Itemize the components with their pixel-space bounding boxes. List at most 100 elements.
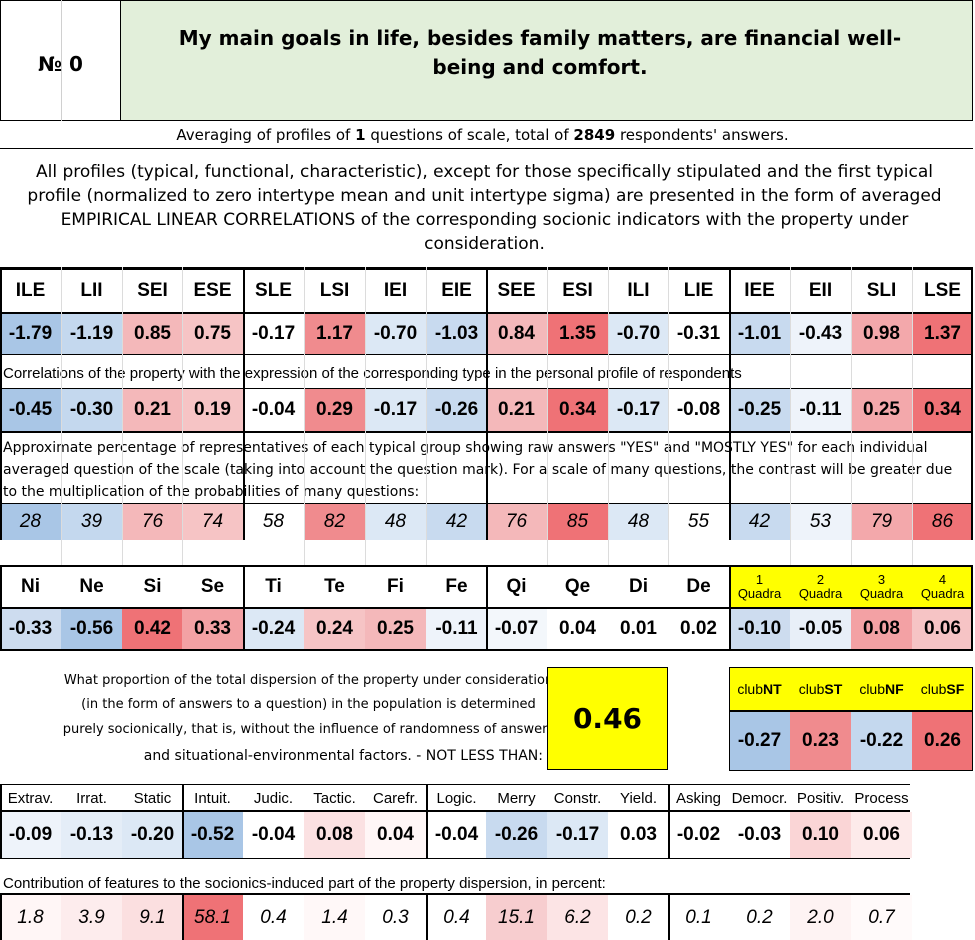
contrib-top bbox=[0, 893, 910, 895]
func-group-separator bbox=[243, 565, 245, 651]
function-header-si: Si bbox=[143, 576, 162, 597]
feature-header: Yield. bbox=[620, 789, 657, 807]
correlation-value: 0.25 bbox=[851, 389, 912, 431]
club-code: SF bbox=[946, 681, 965, 697]
averaging-prefix: Averaging of profiles of bbox=[176, 126, 356, 144]
type-value: -0.70 bbox=[365, 314, 426, 354]
averaging-line: Averaging of profiles of 1 questions of … bbox=[0, 126, 965, 144]
quadra-word: Quadra bbox=[798, 586, 843, 601]
feature-header: Extrav. bbox=[7, 789, 54, 807]
function-header-te: Te bbox=[324, 576, 345, 597]
percentage-value: 85 bbox=[547, 504, 608, 540]
feature-value: -0.04 bbox=[243, 812, 304, 858]
feat-bottom bbox=[0, 858, 910, 859]
function-header-se: Se bbox=[200, 576, 225, 597]
contribution-value: 0.7 bbox=[851, 895, 912, 940]
percentage-caption: Approximate percentage of representative… bbox=[3, 440, 953, 500]
feature-header: Positiv. bbox=[796, 789, 845, 807]
club-prefix: club bbox=[859, 681, 885, 697]
feature-value: -0.13 bbox=[61, 812, 122, 858]
type-header-ile: ILE bbox=[15, 280, 46, 301]
averaging-num-questions: 1 bbox=[355, 126, 366, 144]
quadra-value: -0.10 bbox=[729, 609, 790, 649]
type-header-eii: EII bbox=[808, 280, 833, 301]
quadra-header: 1 Quadra bbox=[729, 567, 790, 607]
correlation-value: 0.21 bbox=[122, 389, 183, 431]
description-text: All profiles (typical, functional, chara… bbox=[27, 162, 942, 254]
correlation-value: -0.04 bbox=[243, 389, 304, 431]
function-value: -0.56 bbox=[61, 609, 122, 649]
club-value: 0.23 bbox=[790, 712, 851, 770]
feature-value: -0.02 bbox=[668, 812, 729, 858]
averaging-num-respondents: 2849 bbox=[573, 126, 616, 144]
percentage-value: 79 bbox=[851, 504, 912, 540]
contribution-value: 0.4 bbox=[243, 895, 304, 940]
feature-header: Carefr. bbox=[372, 789, 418, 807]
correlation-value: 0.34 bbox=[912, 389, 973, 431]
function-value: 0.24 bbox=[304, 609, 365, 649]
percentage-value: 55 bbox=[668, 504, 729, 540]
club-header: club SF bbox=[912, 668, 973, 710]
feature-header: Intuit. bbox=[194, 789, 231, 807]
percentage-value: 28 bbox=[0, 504, 61, 540]
correlation-value: -0.25 bbox=[729, 389, 790, 431]
club-header: club NT bbox=[729, 668, 790, 710]
type-header-sei: SEI bbox=[137, 280, 168, 301]
function-header-ti: Ti bbox=[265, 576, 282, 597]
clubs-bottom bbox=[729, 770, 973, 771]
quadra-number: 4 bbox=[938, 572, 947, 587]
feature-value: -0.17 bbox=[547, 812, 608, 858]
correlation-value: -0.26 bbox=[426, 389, 487, 431]
correlation-value: 0.19 bbox=[182, 389, 243, 431]
percentage-value: 39 bbox=[61, 504, 122, 540]
feature-header: Static bbox=[133, 789, 172, 807]
feature-value: 0.03 bbox=[608, 812, 669, 858]
types-gridline bbox=[426, 267, 427, 567]
contribution-value: 3.9 bbox=[61, 895, 122, 940]
club-code: NT bbox=[763, 681, 782, 697]
func-group-separator bbox=[0, 565, 2, 651]
averaging-middle: questions of scale, total of bbox=[365, 126, 574, 144]
feature-header: Merry bbox=[497, 789, 536, 807]
type-value: 0.75 bbox=[182, 314, 243, 354]
contribution-value: 1.4 bbox=[304, 895, 365, 940]
club-header: club NF bbox=[851, 668, 912, 710]
type-value: 0.84 bbox=[486, 314, 547, 354]
contribution-value: 9.1 bbox=[122, 895, 183, 940]
function-value: 0.04 bbox=[547, 609, 608, 649]
feature-value: -0.04 bbox=[426, 812, 487, 858]
percentage-value: 53 bbox=[790, 504, 851, 540]
types-gridline bbox=[61, 267, 62, 567]
dispersion-value: 0.46 bbox=[572, 702, 643, 735]
clubs-left bbox=[729, 667, 730, 771]
function-value: -0.33 bbox=[0, 609, 61, 649]
type-value: -1.03 bbox=[426, 314, 487, 354]
function-header-di: Di bbox=[629, 576, 648, 597]
club-code: NF bbox=[885, 681, 904, 697]
averaging-divider bbox=[0, 148, 973, 149]
quadra-value: -0.05 bbox=[790, 609, 851, 649]
function-value: -0.07 bbox=[486, 609, 547, 649]
feat-separator bbox=[668, 784, 670, 859]
contribution-value: 0.1 bbox=[668, 895, 729, 940]
correlation-value: -0.30 bbox=[61, 389, 122, 431]
contrib-separator bbox=[426, 893, 428, 940]
contrib-separator bbox=[0, 893, 2, 940]
feat-separator bbox=[182, 784, 184, 859]
quadra-value: 0.06 bbox=[912, 609, 973, 649]
club-prefix: club bbox=[920, 681, 947, 697]
types-group-separator bbox=[0, 267, 2, 540]
function-header-qe: Qe bbox=[564, 576, 591, 597]
quadra-word: Quadra bbox=[920, 586, 965, 601]
feature-header: Logic. bbox=[436, 789, 477, 807]
type-header-iei: IEI bbox=[383, 280, 408, 301]
types-group-separator bbox=[486, 267, 488, 540]
type-header-see: SEE bbox=[497, 280, 536, 301]
correlation-value: 0.21 bbox=[486, 389, 547, 431]
feature-header: Process bbox=[854, 789, 909, 807]
dispersion-line-3: purely socionically, that is, without th… bbox=[62, 722, 555, 737]
club-prefix: club bbox=[737, 681, 763, 697]
percentage-value: 58 bbox=[243, 504, 304, 540]
type-header-sli: SLI bbox=[866, 280, 897, 301]
feature-value: 0.08 bbox=[304, 812, 365, 858]
